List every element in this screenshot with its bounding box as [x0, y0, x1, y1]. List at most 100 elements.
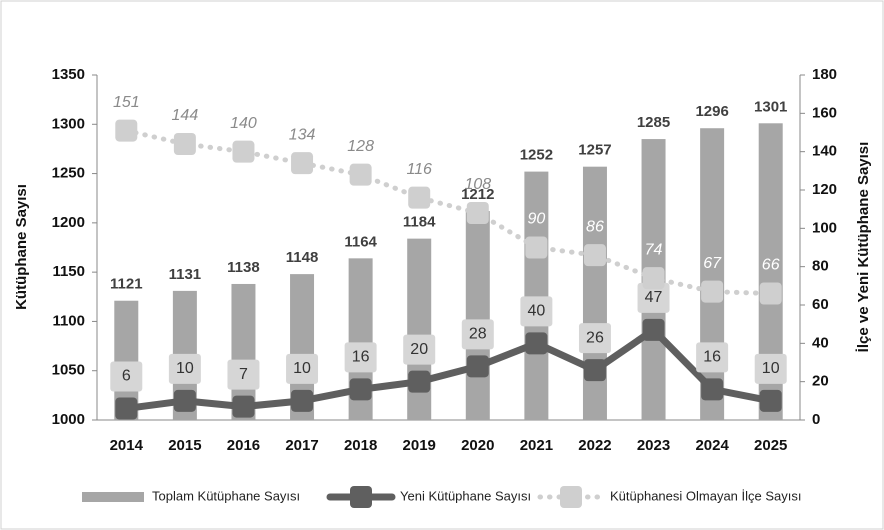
- marker: [115, 119, 138, 142]
- point-value-label: 28: [469, 326, 487, 343]
- y2-tick-label: 140: [812, 143, 837, 160]
- x-tick-label: 2025: [754, 437, 787, 454]
- marker: [408, 186, 431, 209]
- bar-value-label: 1121: [110, 276, 143, 293]
- bar-value-label: 1148: [286, 249, 319, 266]
- legend-label: Kütüphanesi Olmayan İlçe Sayısı: [610, 488, 802, 503]
- legend-swatch: [82, 492, 144, 502]
- y-tick-label: 1000: [52, 411, 85, 428]
- bar-value-label: 1184: [403, 214, 436, 231]
- x-tick-label: 2019: [403, 437, 436, 454]
- point-value-label: 144: [172, 107, 199, 124]
- y2-tick-label: 20: [812, 373, 829, 390]
- bar-value-label: 1131: [169, 266, 202, 283]
- point-value-label: 108: [464, 176, 491, 193]
- marker: [642, 267, 665, 290]
- y-axis-title: Kütüphane Sayısı: [13, 184, 30, 310]
- point-value-label: 20: [410, 341, 428, 358]
- x-tick-label: 2018: [344, 437, 377, 454]
- point-value-label: 116: [406, 161, 432, 178]
- marker: [115, 397, 138, 420]
- marker: [232, 140, 255, 163]
- y-tick-label: 1100: [52, 312, 85, 329]
- point-value-label: 74: [645, 241, 663, 258]
- x-tick-label: 2016: [227, 437, 260, 454]
- y-tick-label: 1200: [52, 214, 85, 231]
- marker: [759, 389, 782, 412]
- y2-tick-label: 60: [812, 296, 829, 313]
- y2-tick-label: 80: [812, 258, 829, 275]
- y2-tick-label: 120: [812, 181, 837, 198]
- label-box: [461, 319, 494, 350]
- point-value-label: 134: [289, 126, 316, 143]
- x-tick-label: 2021: [520, 437, 553, 454]
- legend-label: Toplam Kütüphane Sayısı: [152, 488, 300, 503]
- point-value-label: 10: [176, 360, 194, 377]
- bar-value-label: 1138: [227, 259, 260, 276]
- y2-tick-label: 180: [812, 66, 837, 83]
- y-tick-label: 1250: [52, 165, 85, 182]
- bar: [407, 238, 432, 420]
- marker: [583, 244, 606, 267]
- point-value-label: 10: [293, 360, 311, 377]
- label-box: [344, 342, 377, 373]
- marker: [759, 282, 782, 305]
- marker: [291, 152, 314, 175]
- y2-tick-label: 40: [812, 334, 829, 351]
- label-box: [578, 323, 611, 354]
- point-value-label: 16: [703, 349, 721, 366]
- legend-marker: [560, 486, 582, 508]
- x-tick-label: 2024: [695, 437, 729, 454]
- marker: [408, 370, 431, 393]
- marker: [701, 280, 724, 303]
- x-tick-label: 2020: [461, 437, 494, 454]
- point-value-label: 47: [645, 289, 663, 306]
- legend-marker: [350, 486, 372, 508]
- bar: [465, 211, 490, 420]
- label-box: [754, 353, 787, 384]
- point-value-label: 16: [352, 349, 370, 366]
- y2-tick-label: 0: [812, 411, 820, 428]
- label-box: [520, 296, 553, 327]
- point-value-label: 67: [703, 255, 722, 272]
- marker: [701, 378, 724, 401]
- point-value-label: 140: [230, 115, 257, 132]
- y-tick-label: 1150: [52, 263, 85, 280]
- point-value-label: 66: [762, 257, 780, 274]
- y2-axis-title: İlçe ve Yeni Kütüphane Sayısı: [855, 142, 872, 353]
- point-value-label: 7: [239, 366, 248, 383]
- marker: [349, 378, 372, 401]
- point-value-label: 86: [586, 218, 604, 235]
- x-tick-label: 2017: [285, 437, 318, 454]
- marker: [466, 355, 489, 378]
- marker: [583, 359, 606, 382]
- y2-tick-label: 160: [812, 104, 837, 121]
- marker: [173, 389, 196, 412]
- point-value-label: 40: [527, 303, 545, 320]
- bar-value-label: 1257: [578, 142, 611, 159]
- bar-value-label: 1285: [637, 114, 670, 131]
- bar-value-label: 1164: [344, 233, 377, 250]
- y2-tick-label: 100: [812, 219, 837, 236]
- label-box: [227, 359, 260, 390]
- x-tick-label: 2015: [168, 437, 201, 454]
- label-box: [110, 361, 143, 392]
- point-value-label: 26: [586, 329, 604, 346]
- marker: [642, 318, 665, 341]
- marker: [349, 163, 372, 186]
- point-value-label: 128: [347, 138, 374, 155]
- marker: [525, 236, 548, 259]
- point-value-label: 90: [527, 211, 545, 228]
- bar-value-label: 1252: [520, 147, 553, 164]
- point-value-label: 6: [122, 368, 131, 385]
- legend-label: Yeni Kütüphane Sayısı: [400, 488, 531, 503]
- label-box: [286, 353, 319, 384]
- y-tick-label: 1050: [52, 362, 85, 379]
- x-tick-label: 2022: [578, 437, 611, 454]
- marker: [232, 395, 255, 418]
- marker: [291, 389, 314, 412]
- bar-value-label: 1296: [695, 103, 728, 120]
- x-tick-label: 2014: [110, 437, 144, 454]
